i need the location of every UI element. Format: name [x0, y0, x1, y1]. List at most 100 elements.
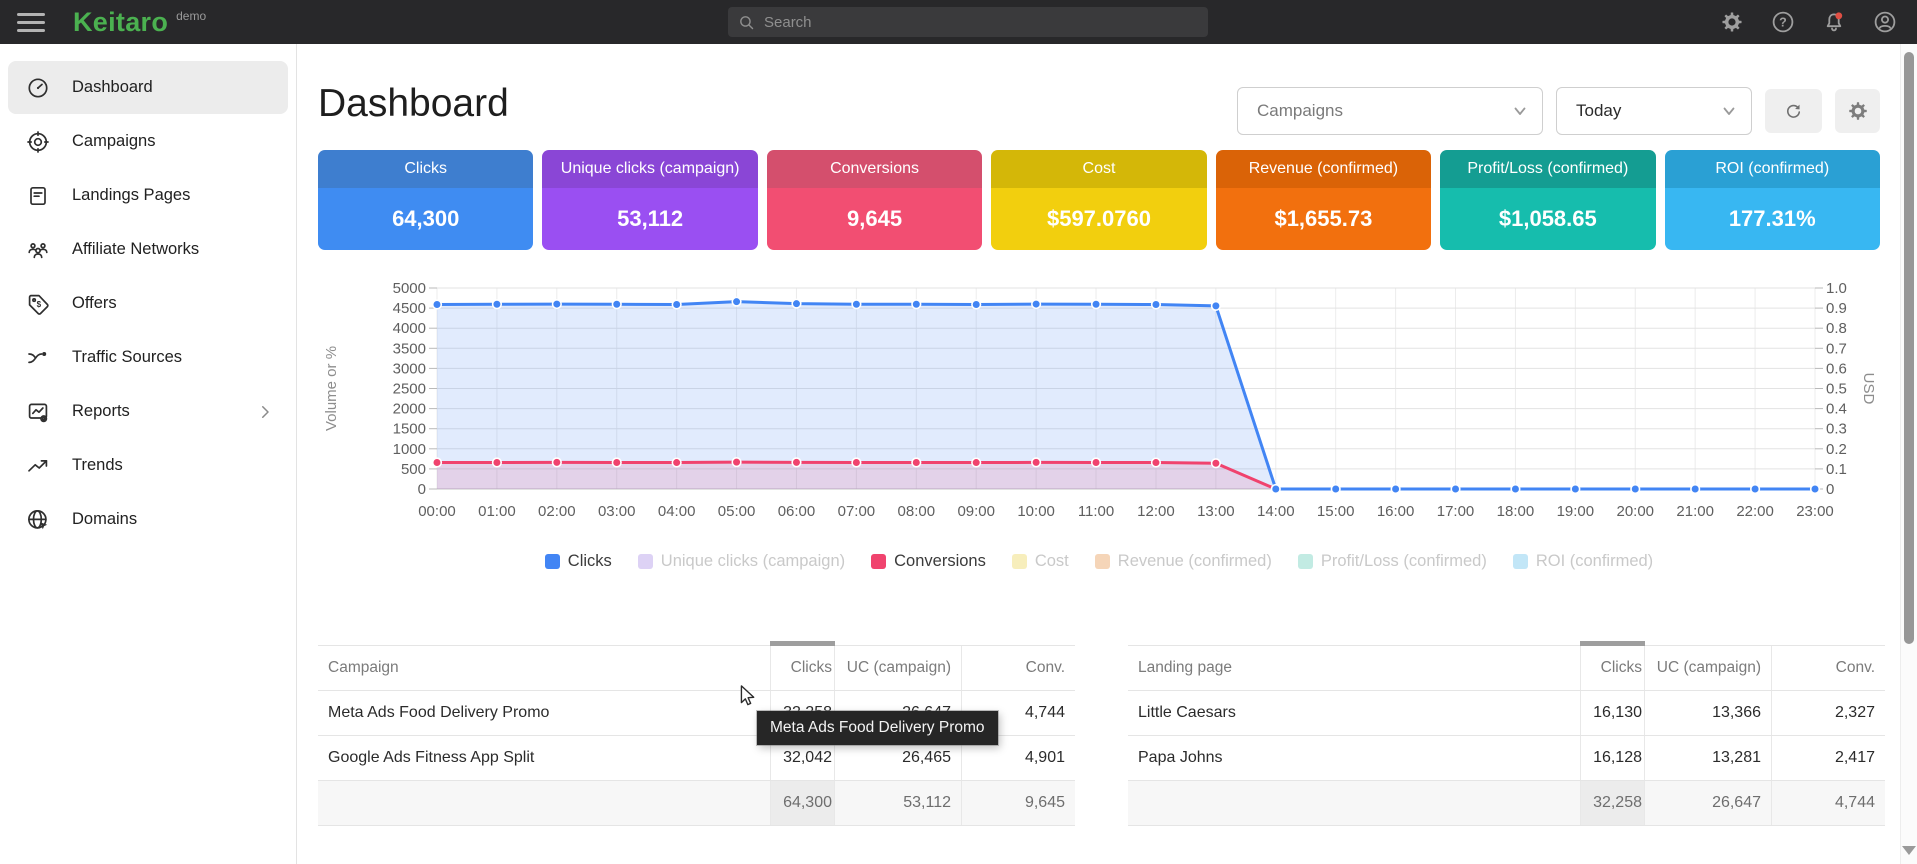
stat-card-value: 64,300	[318, 188, 534, 250]
document-icon	[26, 184, 50, 208]
legend-swatch	[1094, 554, 1110, 569]
stat-card-unique-clicks-campaign[interactable]: Unique clicks (campaign) 53,112	[542, 150, 758, 250]
stat-card-roi-confirmed[interactable]: ROI (confirmed) 177.31%	[1664, 150, 1880, 250]
sidebar-item-label: Campaigns	[72, 132, 156, 150]
svg-text:USD: USD	[1860, 373, 1877, 405]
sidebar-item-landings-pages[interactable]: Landings Pages	[8, 169, 288, 222]
sidebar-item-affiliate-networks[interactable]: Affiliate Networks	[8, 223, 288, 276]
svg-text:Volume or %: Volume or %	[323, 346, 340, 431]
header-cell-uc-campaign[interactable]: UC (campaign)	[1644, 646, 1771, 690]
svg-text:19:00: 19:00	[1557, 503, 1595, 520]
report-chart-icon	[26, 400, 50, 424]
table-row[interactable]: Little Caesars 16,130 13,366 2,327	[1128, 691, 1885, 736]
sidebar-item-dashboard[interactable]: Dashboard	[8, 61, 288, 114]
cell-name[interactable]: Papa Johns	[1138, 749, 1223, 766]
sidebar-item-label: Landings Pages	[72, 186, 191, 204]
svg-text:0.2: 0.2	[1826, 441, 1847, 458]
cell-name[interactable]: Little Caesars	[1138, 704, 1236, 721]
legend-item-roi-confirmed[interactable]: ROI (confirmed)	[1512, 552, 1653, 571]
svg-text:0: 0	[418, 481, 426, 498]
people-group-icon	[26, 238, 50, 262]
table-totals-row: 64,300 53,112 9,645	[318, 781, 1075, 826]
legend-item-profit-loss-confirmed[interactable]: Profit/Loss (confirmed)	[1297, 552, 1487, 571]
menu-toggle-icon[interactable]	[17, 12, 45, 32]
sidebar-item-campaigns[interactable]: Campaigns	[8, 115, 288, 168]
legend-item-clicks[interactable]: Clicks	[544, 552, 612, 571]
global-search[interactable]	[728, 7, 1208, 37]
svg-text:2000: 2000	[393, 401, 426, 418]
total-name	[318, 781, 770, 825]
stat-card-label: Clicks	[318, 150, 534, 188]
total-clicks: 32,258	[1580, 781, 1644, 825]
header-cell-clicks[interactable]: Clicks	[1580, 646, 1644, 690]
header-cell-campaign[interactable]: Campaign	[328, 659, 399, 676]
legend-item-unique-clicks-campaign[interactable]: Unique clicks (campaign)	[637, 552, 846, 571]
svg-text:0.8: 0.8	[1826, 320, 1847, 337]
account-icon[interactable]	[1873, 10, 1897, 34]
header-cell-conv[interactable]: Conv.	[1771, 646, 1885, 690]
vertical-scrollbar[interactable]	[1900, 44, 1917, 864]
sidebar-item-domains[interactable]: Domains	[8, 493, 288, 546]
total-uc: 26,647	[1644, 781, 1771, 825]
stat-card-value: $1,058.65	[1440, 188, 1656, 250]
cell-name[interactable]: Google Ads Fitness App Split	[328, 749, 535, 766]
environment-badge: demo	[176, 9, 207, 23]
sidebar-item-reports[interactable]: Reports	[8, 385, 288, 438]
stat-card-revenue-confirmed[interactable]: Revenue (confirmed) $1,655.73	[1215, 150, 1432, 250]
sidebar-item-offers[interactable]: $ Offers	[8, 277, 288, 330]
grouping-select[interactable]: Campaigns	[1237, 87, 1543, 135]
svg-text:12:00: 12:00	[1137, 503, 1175, 520]
globe-icon	[26, 508, 50, 532]
stat-card-label: Revenue (confirmed)	[1215, 150, 1432, 188]
svg-text:22:00: 22:00	[1736, 503, 1774, 520]
dashboard-chart[interactable]: 00:00 01:00 02:00 03:00 04:00 05:00 06:00 07:00…	[318, 280, 1880, 532]
legend-label: Unique clicks (campaign)	[660, 552, 846, 570]
header-cell-conv[interactable]: Conv.	[961, 646, 1075, 690]
header-cell-clicks[interactable]: Clicks	[770, 646, 834, 690]
svg-text:$: $	[37, 300, 42, 309]
help-icon[interactable]: ?	[1771, 10, 1795, 34]
legend-swatch	[1011, 554, 1027, 569]
sidebar-item-traffic-sources[interactable]: Traffic Sources	[8, 331, 288, 384]
cell-conv: 2,417	[1771, 736, 1885, 780]
legend-item-revenue-confirmed[interactable]: Revenue (confirmed)	[1094, 552, 1272, 571]
table-row[interactable]: Papa Johns 16,128 13,281 2,417	[1128, 736, 1885, 781]
brand-logo[interactable]: Keitaro	[73, 6, 169, 37]
stat-card-clicks[interactable]: Clicks 64,300	[318, 150, 534, 250]
refresh-button[interactable]	[1765, 89, 1822, 133]
campaigns-table: Campaign Clicks UC (campaign) Conv. Meta Ads…	[318, 641, 1075, 826]
total-uc: 53,112	[834, 781, 961, 825]
stat-card-cost[interactable]: Cost $597.0760	[991, 150, 1207, 250]
header-cell-landing-page[interactable]: Landing page	[1138, 659, 1232, 676]
header-cell-uc-campaign[interactable]: UC (campaign)	[834, 646, 961, 690]
svg-text:16:00: 16:00	[1377, 503, 1415, 520]
cell-uc: 13,366	[1644, 691, 1771, 735]
svg-text:20:00: 20:00	[1616, 503, 1654, 520]
stat-card-value: $597.0760	[991, 188, 1207, 250]
sidebar-item-trends[interactable]: Trends	[8, 439, 288, 492]
scrollbar-thumb[interactable]	[1904, 52, 1914, 644]
svg-text:03:00: 03:00	[598, 503, 636, 520]
grouping-select-value: Campaigns	[1257, 101, 1343, 120]
stat-card-label: Conversions	[766, 150, 983, 188]
notifications-icon[interactable]	[1822, 10, 1846, 34]
chevron-down-icon	[1514, 107, 1526, 115]
settings-icon[interactable]	[1720, 10, 1744, 34]
dashboard-settings-button[interactable]	[1835, 89, 1880, 133]
stat-card-conversions[interactable]: Conversions 9,645	[766, 150, 983, 250]
stat-card-profit-loss-confirmed[interactable]: Profit/Loss (confirmed) $1,058.65	[1440, 150, 1656, 250]
legend-item-conversions[interactable]: Conversions	[871, 552, 986, 571]
legend-swatch	[544, 554, 560, 569]
stat-cards-row: Clicks 64,300 Unique clicks (campaign) 53,1…	[318, 150, 1880, 250]
scroll-down-arrow-icon[interactable]	[1902, 846, 1916, 855]
legend-item-cost[interactable]: Cost	[1011, 552, 1069, 571]
legend-swatch	[1512, 554, 1528, 569]
price-tag-icon: $	[26, 292, 50, 316]
sidebar-item-label: Offers	[72, 294, 117, 312]
svg-text:0.6: 0.6	[1826, 360, 1847, 377]
svg-text:3000: 3000	[393, 360, 426, 377]
date-range-select[interactable]: Today	[1556, 87, 1752, 135]
search-input[interactable]	[764, 13, 1198, 31]
cell-name[interactable]: Meta Ads Food Delivery Promo	[328, 704, 550, 721]
cell-clicks: 16,130	[1580, 691, 1644, 735]
